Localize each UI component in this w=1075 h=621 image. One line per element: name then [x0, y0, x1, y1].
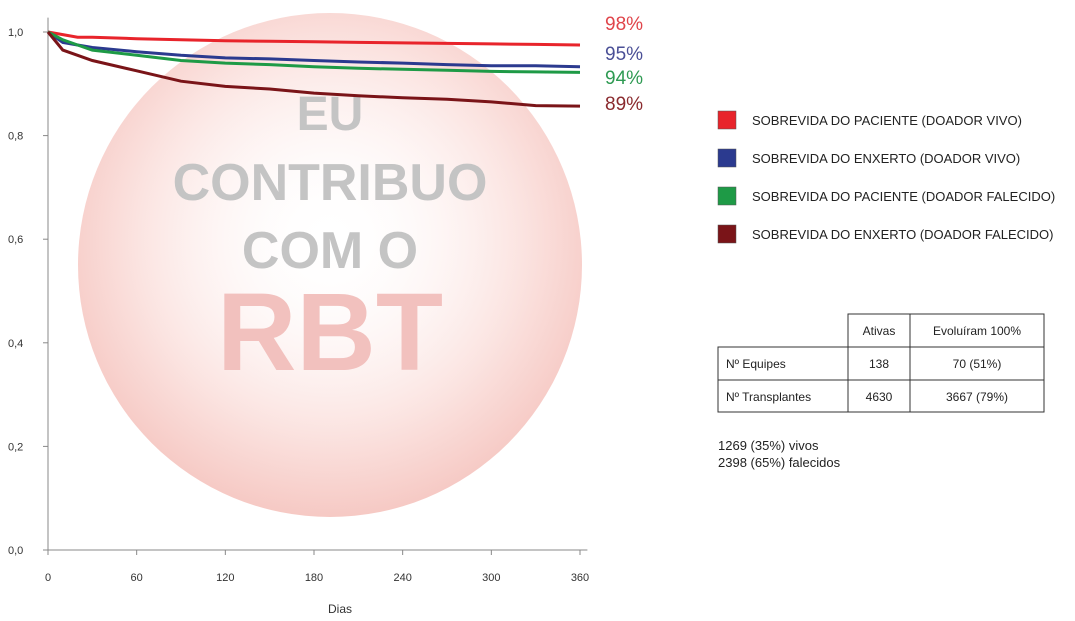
x-tick-label: 360	[571, 572, 589, 584]
table-header: Evoluíram 100%	[933, 324, 1021, 338]
legend-swatch	[718, 187, 736, 205]
legend-label: SOBREVIDA DO PACIENTE (DOADOR FALECIDO)	[752, 189, 1055, 204]
table-header: Ativas	[863, 324, 896, 338]
y-tick-label: 1,0	[8, 27, 23, 39]
table-cell-text: 3667 (79%)	[946, 390, 1008, 404]
x-tick-label: 60	[131, 572, 143, 584]
legend-swatch	[718, 149, 736, 167]
legend-label: SOBREVIDA DO PACIENTE (DOADOR VIVO)	[752, 113, 1022, 128]
x-tick-label: 0	[45, 572, 51, 584]
y-tick-label: 0,0	[8, 545, 23, 557]
end-label: 89%	[605, 94, 643, 115]
table-cell-text: 138	[869, 357, 889, 371]
note: 2398 (65%) falecidos	[718, 455, 841, 470]
end-label: 94%	[605, 68, 643, 89]
x-axis-label: Dias	[328, 602, 352, 616]
y-tick-label: 0,6	[8, 234, 23, 246]
x-tick-label: 240	[393, 572, 411, 584]
x-tick-label: 300	[482, 572, 500, 584]
end-label: 95%	[605, 44, 643, 65]
table-cell-text: Nº Transplantes	[726, 390, 811, 404]
table-cell-text: 70 (51%)	[953, 357, 1002, 371]
y-tick-label: 0,4	[8, 338, 23, 350]
watermark-text: RBT	[217, 271, 443, 394]
watermark-text: CONTRIBUO	[173, 154, 488, 212]
legend-swatch	[718, 225, 736, 243]
legend-label: SOBREVIDA DO ENXERTO (DOADOR VIVO)	[752, 151, 1020, 166]
note: 1269 (35%) vivos	[718, 438, 819, 453]
legend-label: SOBREVIDA DO ENXERTO (DOADOR FALECIDO)	[752, 227, 1053, 242]
x-tick-label: 180	[305, 572, 323, 584]
legend-swatch	[718, 111, 736, 129]
y-tick-label: 0,2	[8, 441, 23, 453]
y-tick-label: 0,8	[8, 131, 23, 143]
table-cell-text: Nº Equipes	[726, 357, 786, 371]
x-tick-label: 120	[216, 572, 234, 584]
end-label: 98%	[605, 14, 643, 35]
chart: EUCONTRIBUOCOM ORBT 0,00,20,40,60,81,006…	[0, 0, 1075, 621]
table-cell-text: 4630	[866, 390, 893, 404]
